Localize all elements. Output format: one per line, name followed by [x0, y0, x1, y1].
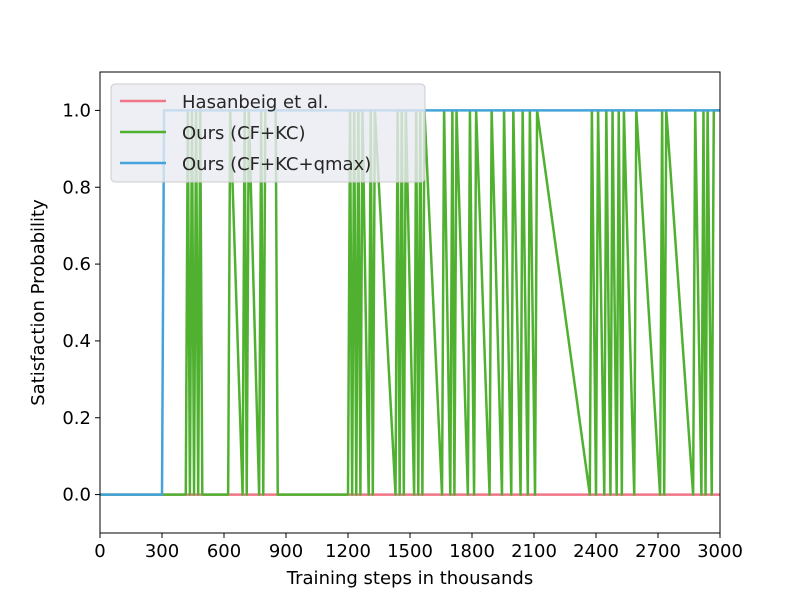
- x-tick-label: 1200: [325, 541, 371, 562]
- x-tick-label: 600: [207, 541, 241, 562]
- y-tick-label: 0.8: [62, 177, 91, 198]
- x-tick-label: 2400: [573, 541, 619, 562]
- legend-label-1: Hasanbeig et al.: [182, 92, 329, 113]
- y-tick-label: 0.2: [62, 408, 91, 429]
- legend: Hasanbeig et al. Ours (CF+KC) Ours (CF+KC+…: [110, 83, 426, 183]
- x-tick-label: 1500: [387, 541, 433, 562]
- legend-label-2: Ours (CF+KC): [182, 123, 306, 144]
- x-tick-label: 900: [269, 541, 303, 562]
- y-tick-label: 0.0: [62, 485, 91, 506]
- tick-layer: 0 300 600 900 1200 1500 1800 2100 2400 2700 3000 0.…: [62, 100, 743, 562]
- x-tick-label: 1800: [449, 541, 495, 562]
- y-tick-label: 0.6: [62, 254, 91, 275]
- x-tick-label: 3000: [697, 541, 743, 562]
- x-tick-label: 2700: [635, 541, 681, 562]
- x-tick-label: 0: [94, 541, 105, 562]
- legend-label-3: Ours (CF+KC+qmax): [182, 154, 371, 175]
- series-layer: [100, 109, 720, 496]
- x-axis-title: Training steps in thousands: [286, 568, 533, 589]
- x-tick-label: 300: [145, 541, 179, 562]
- y-tick-label: 0.4: [62, 331, 91, 352]
- x-tick-label: 2100: [511, 541, 557, 562]
- series-line-3: [100, 109, 720, 496]
- y-tick-label: 1.0: [62, 100, 91, 121]
- legend-box: [110, 83, 426, 183]
- y-axis-title: Satisfaction Probability: [28, 199, 49, 406]
